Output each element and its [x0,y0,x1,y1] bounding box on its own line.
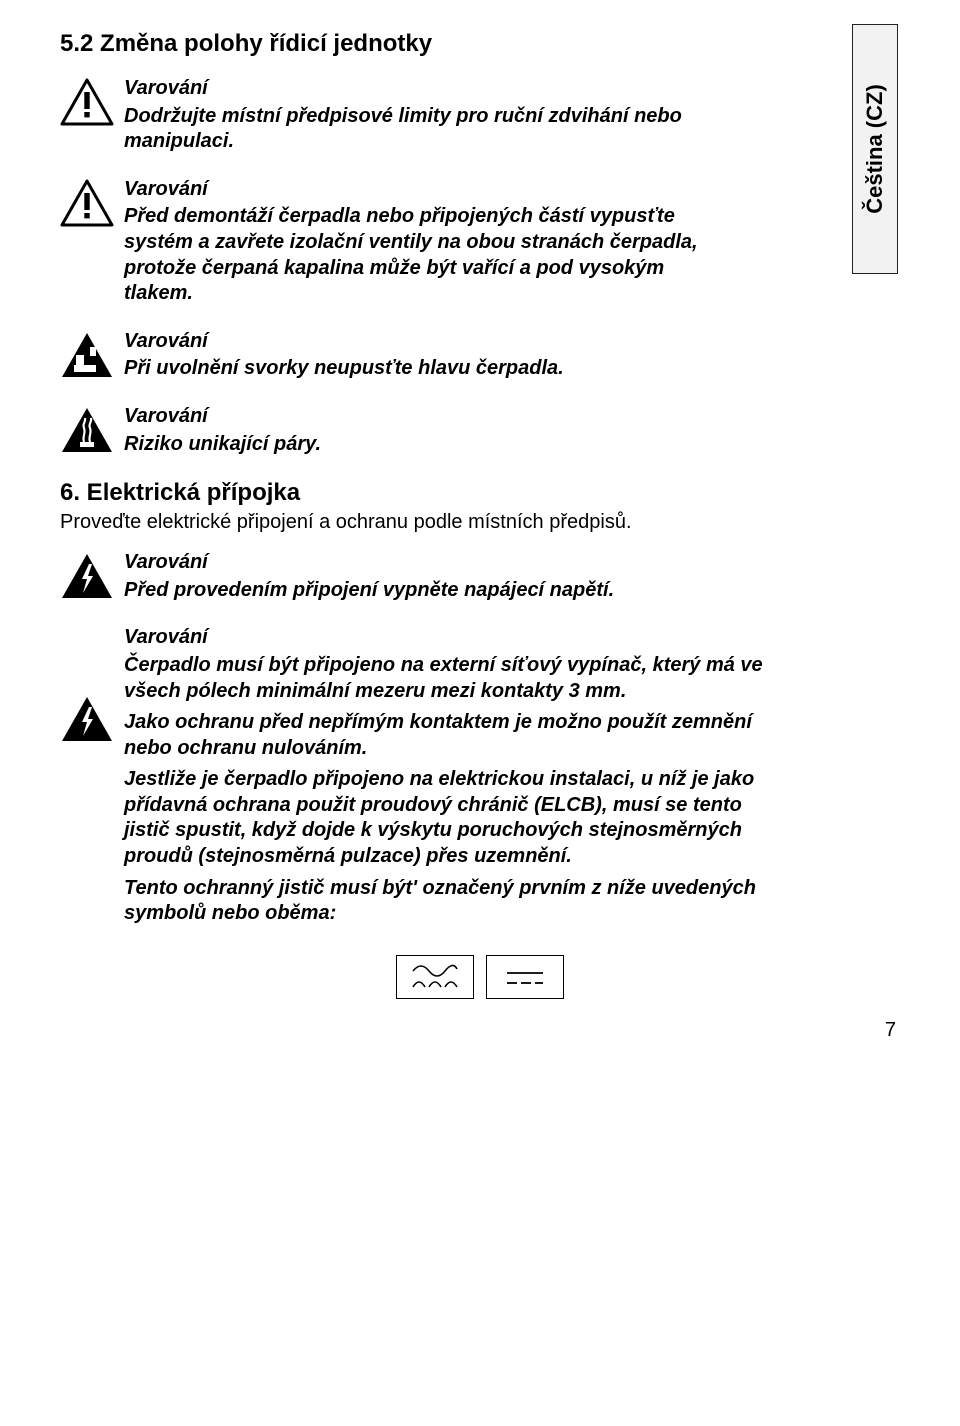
symbol-pulsating-dc-icon [396,955,474,999]
warning-label: Varování [124,625,780,651]
warning-icon [60,76,124,126]
warning-block-4: Varování Riziko unikající páry. [60,404,900,457]
warning-6-body: Čerpadlo musí být připojeno na externí s… [124,653,780,927]
section-6-subtitle: Proveďte elektrické připojení a ochranu … [60,511,900,534]
warning-6-p4: Tento ochranný jistič musí být' označený… [124,876,780,927]
warning-block-3: Varování Při uvolnění svorky neupusťte h… [60,329,900,382]
warning-block-2: Varování Před demontáží čerpadla nebo př… [60,177,900,307]
warning-4-body: Riziko unikající páry. [124,432,780,458]
warning-3-body: Při uvolnění svorky neupusťte hlavu čerp… [124,356,780,382]
warning-block-1: Varování Dodržujte místní předpisové lim… [60,76,900,155]
section-5-2-title: 5.2 Změna polohy řídicí jednotky [60,30,900,58]
electric-icon [60,625,124,743]
warning-label: Varování [124,404,780,430]
warning-6-p1: Čerpadlo musí být připojeno na externí s… [124,653,780,704]
warning-block-6: Varování Čerpadlo musí být připojeno na … [60,625,900,933]
symbol-row [60,955,900,999]
language-tab: Čeština (CZ) [852,24,898,274]
electric-icon [60,550,124,600]
steam-icon [60,404,124,454]
warning-label: Varování [124,329,780,355]
warning-6-p3: Jestliže je čerpadlo připojeno na elektr… [124,767,780,869]
section-6-title: 6. Elektrická přípojka [60,479,900,507]
warning-1-body: Dodržujte místní předpisové limity pro r… [124,104,720,155]
page-number: 7 [60,1019,900,1042]
warning-icon [60,177,124,227]
warning-6-p2: Jako ochranu před nepřímým kontaktem je … [124,710,780,761]
warning-5-body: Před provedením připojení vypněte napáje… [124,578,780,604]
warning-label: Varování [124,550,780,576]
warning-label: Varování [124,76,720,102]
foot-drop-icon [60,329,124,379]
warning-block-5: Varování Před provedením připojení vypně… [60,550,900,603]
warning-label: Varování [124,177,720,203]
language-tab-label: Čeština (CZ) [862,84,888,214]
symbol-dc-icon [486,955,564,999]
warning-2-body: Před demontáží čerpadla nebo připojených… [124,204,720,306]
section-6: 6. Elektrická přípojka Proveďte elektric… [60,479,900,534]
